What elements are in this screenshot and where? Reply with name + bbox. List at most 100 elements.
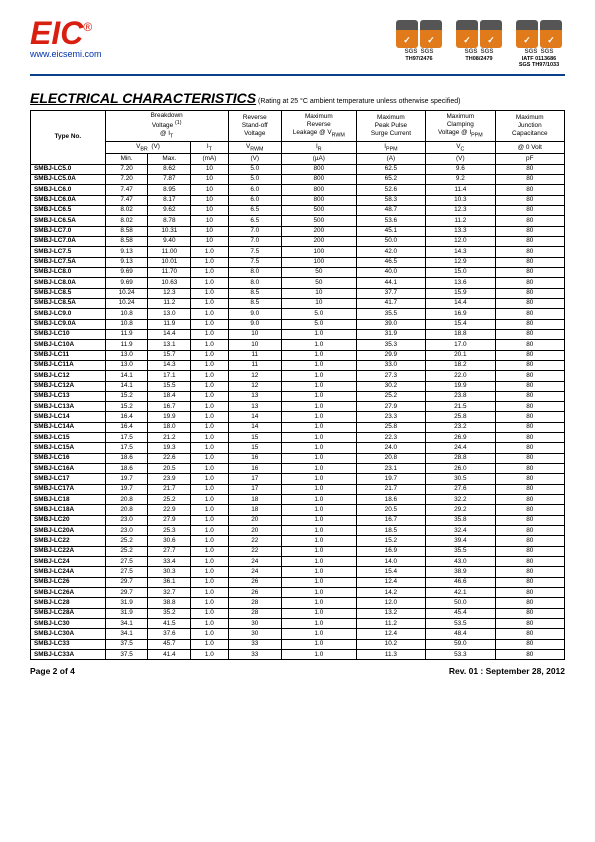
cell-value: 80 — [495, 443, 564, 453]
cell-value: 44.1 — [356, 278, 425, 288]
cell-value: 65.2 — [356, 174, 425, 184]
cell-value: 80 — [495, 216, 564, 226]
cell-value: 200 — [281, 226, 356, 236]
cell-value: 9.0 — [228, 319, 281, 329]
cert-1: SGS SGS TH97/2476 — [393, 20, 445, 68]
sgs-label: SGS SGS — [465, 49, 494, 55]
cell-value: 37.7 — [356, 288, 425, 298]
th-ua: (µA) — [281, 154, 356, 164]
cell-value: 42.0 — [356, 247, 425, 257]
cell-value: 33 — [228, 639, 281, 649]
cell-type: SMBJ-LC12A — [31, 381, 106, 391]
cell-value: 14.0 — [356, 557, 425, 567]
cell-value: 13.2 — [356, 608, 425, 618]
cell-value: 9.0 — [228, 309, 281, 319]
cell-value: 25.8 — [426, 412, 495, 422]
cell-value: 1.0 — [281, 453, 356, 463]
cell-value: 80 — [495, 288, 564, 298]
cell-value: 6.5 — [228, 216, 281, 226]
cell-value: 15 — [228, 443, 281, 453]
cell-type: SMBJ-LC13A — [31, 402, 106, 412]
cell-value: 1.0 — [281, 474, 356, 484]
company-logo: EIC® — [30, 20, 102, 47]
cell-value: 1.0 — [281, 619, 356, 629]
cell-value: 31.9 — [105, 598, 148, 608]
sgs-badge-icon — [516, 20, 538, 48]
th-it: IT — [191, 142, 228, 154]
cell-value: 23.3 — [356, 412, 425, 422]
cell-value: 1.0 — [281, 546, 356, 556]
cell-value: 1.0 — [191, 412, 228, 422]
th-breakdown: BreakdownVoltage (1)@ IT — [105, 111, 228, 142]
cell-type: SMBJ-LC9.0A — [31, 319, 106, 329]
th-ir: IR — [281, 142, 356, 154]
cell-type: SMBJ-LC22A — [31, 546, 106, 556]
cell-value: 80 — [495, 464, 564, 474]
cell-value: 13.0 — [105, 350, 148, 360]
table-row: SMBJ-LC30A34.137.61.0301.012.448.480 — [31, 629, 565, 639]
cell-value: 15.2 — [105, 402, 148, 412]
table-row: SMBJ-LC2225.230.61.0221.015.239.480 — [31, 536, 565, 546]
cell-value: 1.0 — [191, 371, 228, 381]
cell-value: 1.0 — [191, 433, 228, 443]
cell-type: SMBJ-LC26A — [31, 588, 106, 598]
cell-value: 1.0 — [281, 588, 356, 598]
cell-value: 1.0 — [281, 495, 356, 505]
cell-value: 16.4 — [105, 412, 148, 422]
cell-value: 1.0 — [281, 567, 356, 577]
cell-value: 10.01 — [148, 257, 191, 267]
cell-value: 17 — [228, 484, 281, 494]
cell-value: 27.9 — [356, 402, 425, 412]
cell-type: SMBJ-LC24 — [31, 557, 106, 567]
cell-value: 11 — [228, 350, 281, 360]
cell-value: 7.0 — [228, 236, 281, 246]
th-type: Type No. — [31, 111, 106, 165]
cell-value: 1.0 — [281, 422, 356, 432]
cell-value: 18.4 — [148, 391, 191, 401]
cell-value: 80 — [495, 484, 564, 494]
cell-value: 11.00 — [148, 247, 191, 257]
cell-type: SMBJ-LC7.5 — [31, 247, 106, 257]
table-row: SMBJ-LC20A23.025.31.0201.018.532.480 — [31, 526, 565, 536]
table-row: SMBJ-LC1315.218.41.0131.025.223.880 — [31, 391, 565, 401]
table-row: SMBJ-LC6.58.029.62106.550048.712.380 — [31, 205, 565, 215]
cell-value: 18.6 — [105, 464, 148, 474]
cell-value: 5.0 — [281, 309, 356, 319]
table-row: SMBJ-LC3034.141.51.0301.011.253.580 — [31, 619, 565, 629]
cell-value: 1.0 — [281, 329, 356, 339]
cell-value: 7.47 — [105, 185, 148, 195]
table-row: SMBJ-LC11A13.014.31.0111.033.018.280 — [31, 360, 565, 370]
table-row: SMBJ-LC3337.545.71.0331.010.259.080 — [31, 639, 565, 649]
revision-info: Rev. 01 : September 28, 2012 — [449, 666, 565, 676]
cell-value: 42.1 — [426, 588, 495, 598]
cell-value: 500 — [281, 205, 356, 215]
cell-value: 22.0 — [426, 371, 495, 381]
th-vc: VC — [426, 142, 495, 154]
cell-value: 80 — [495, 278, 564, 288]
cell-value: 1.0 — [191, 629, 228, 639]
cell-value: 14.1 — [105, 371, 148, 381]
cell-type: SMBJ-LC20 — [31, 515, 106, 525]
cell-value: 12.3 — [148, 288, 191, 298]
table-body: SMBJ-LC5.07.208.62105.080062.59.680SMBJ-… — [31, 164, 565, 660]
cell-value: 80 — [495, 495, 564, 505]
cell-type: SMBJ-LC10 — [31, 329, 106, 339]
cell-value: 12.0 — [356, 598, 425, 608]
cell-value: 1.0 — [281, 340, 356, 350]
cell-value: 10 — [191, 226, 228, 236]
cell-value: 33.4 — [148, 557, 191, 567]
cell-value: 7.47 — [105, 195, 148, 205]
cell-value: 100 — [281, 247, 356, 257]
cell-value: 18.6 — [105, 453, 148, 463]
th-vbr: VBR (V) — [105, 142, 190, 154]
cell-value: 15.5 — [148, 381, 191, 391]
cell-value: 58.3 — [356, 195, 425, 205]
cell-value: 10 — [228, 329, 281, 339]
cell-value: 80 — [495, 309, 564, 319]
cell-value: 37.5 — [105, 639, 148, 649]
cell-value: 62.5 — [356, 164, 425, 174]
cell-value: 80 — [495, 205, 564, 215]
table-row: SMBJ-LC1820.825.21.0181.018.632.280 — [31, 495, 565, 505]
table-row: SMBJ-LC7.5A9.1310.011.07.510046.512.980 — [31, 257, 565, 267]
cell-value: 35.8 — [426, 515, 495, 525]
